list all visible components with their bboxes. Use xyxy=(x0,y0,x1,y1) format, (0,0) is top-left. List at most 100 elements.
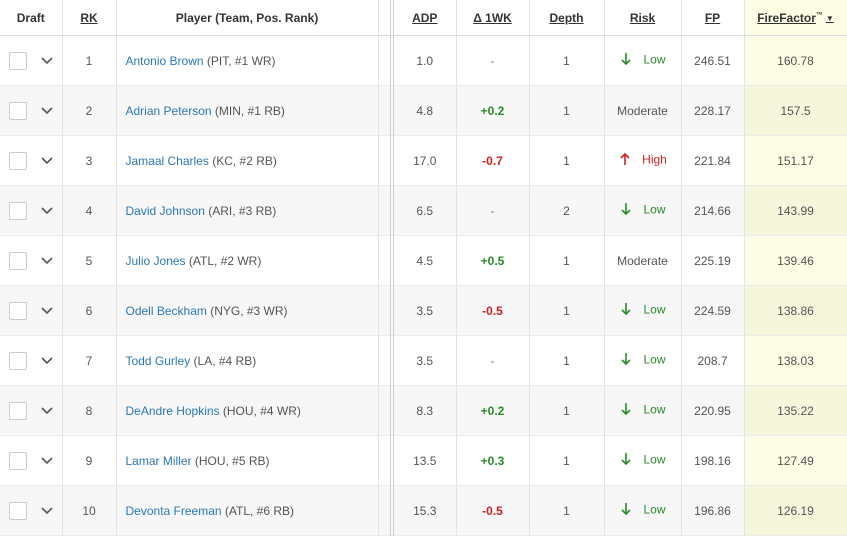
depth-cell: 1 xyxy=(529,335,605,386)
chevron-down-icon[interactable] xyxy=(41,154,53,168)
adp-cell: 3.5 xyxy=(392,285,457,336)
column-separator xyxy=(378,0,394,36)
firefactor-cell: 160.78 xyxy=(744,35,847,86)
draft-checkbox[interactable] xyxy=(9,151,27,170)
arrow-down-icon xyxy=(619,202,633,219)
rank-cell: 4 xyxy=(62,185,117,236)
rank-cell: 2 xyxy=(62,85,117,136)
risk-label: Low xyxy=(643,502,666,517)
chevron-down-icon[interactable] xyxy=(41,404,53,418)
player-name-link[interactable]: Odell Beckham xyxy=(125,303,207,318)
table-row: 4 David Johnson (ARI, #3 RB) 6.5 - 2 Low… xyxy=(0,185,847,236)
depth-cell: 1 xyxy=(529,85,605,136)
risk-cell: Low xyxy=(604,285,682,336)
player-name-link[interactable]: David Johnson xyxy=(125,203,205,218)
draft-checkbox[interactable] xyxy=(9,351,27,370)
column-separator xyxy=(378,285,394,336)
fp-cell: 214.66 xyxy=(681,185,745,236)
player-info: (MIN, #1 RB) xyxy=(211,103,285,118)
player-info: (HOU, #5 RB) xyxy=(191,453,270,468)
chevron-down-icon[interactable] xyxy=(41,104,53,118)
adp-cell: 4.8 xyxy=(392,85,457,136)
risk-label: Low xyxy=(643,402,666,417)
player-info: (HOU, #4 WR) xyxy=(219,403,301,418)
table-row: 9 Lamar Miller (HOU, #5 RB) 13.5 +0.3 1 … xyxy=(0,435,847,486)
chevron-down-icon[interactable] xyxy=(41,304,53,318)
risk-label: High xyxy=(642,152,667,167)
risk-cell: High xyxy=(604,135,682,186)
risk-label: Low xyxy=(643,202,666,217)
sort-caret-icon: ▼ xyxy=(825,13,834,23)
delta-1wk-cell: +0.2 xyxy=(456,85,530,136)
player-cell: DeAndre Hopkins (HOU, #4 WR) xyxy=(116,385,379,436)
header-firefactor[interactable]: FireFactor™ ▼ xyxy=(744,0,847,36)
chevron-down-icon[interactable] xyxy=(41,504,53,518)
player-info: (ARI, #3 RB) xyxy=(204,203,277,218)
depth-cell: 1 xyxy=(529,435,605,486)
table-row: 6 Odell Beckham (NYG, #3 WR) 3.5 -0.5 1 … xyxy=(0,285,847,336)
draft-checkbox[interactable] xyxy=(9,201,27,220)
chevron-down-icon[interactable] xyxy=(41,354,53,368)
player-name-link[interactable]: Adrian Peterson xyxy=(125,103,212,118)
fp-cell: 220.95 xyxy=(681,385,745,436)
draft-cell xyxy=(0,85,63,136)
header-adp[interactable]: ADP xyxy=(392,0,457,36)
adp-cell: 15.3 xyxy=(392,485,457,536)
header-rk[interactable]: RK xyxy=(62,0,117,36)
table-row: 8 DeAndre Hopkins (HOU, #4 WR) 8.3 +0.2 … xyxy=(0,385,847,436)
risk-cell: Low xyxy=(604,485,682,536)
rank-cell: 7 xyxy=(62,335,117,386)
player-name-link[interactable]: Jamaal Charles xyxy=(125,153,209,168)
risk-cell: Moderate xyxy=(604,85,682,136)
player-info: (PIT, #1 WR) xyxy=(203,53,276,68)
header-fp[interactable]: FP xyxy=(681,0,745,36)
header-depth[interactable]: Depth xyxy=(529,0,605,36)
player-name-link[interactable]: Lamar Miller xyxy=(125,453,192,468)
firefactor-cell: 135.22 xyxy=(744,385,847,436)
header-risk[interactable]: Risk xyxy=(604,0,682,36)
fp-cell: 228.17 xyxy=(681,85,745,136)
risk-cell: Low xyxy=(604,385,682,436)
draft-cell xyxy=(0,285,63,336)
chevron-down-icon[interactable] xyxy=(41,454,53,468)
player-name-link[interactable]: DeAndre Hopkins xyxy=(125,403,220,418)
draft-checkbox[interactable] xyxy=(9,451,27,470)
table-row: 7 Todd Gurley (LA, #4 RB) 3.5 - 1 Low 20… xyxy=(0,335,847,386)
rank-cell: 10 xyxy=(62,485,117,536)
arrow-down-icon xyxy=(619,452,633,469)
draft-cell xyxy=(0,385,63,436)
risk-cell: Low xyxy=(604,185,682,236)
draft-cell xyxy=(0,485,63,536)
fp-cell: 208.7 xyxy=(681,335,745,386)
draft-checkbox[interactable] xyxy=(9,251,27,270)
draft-checkbox[interactable] xyxy=(9,101,27,120)
header-delta-1wk[interactable]: Δ 1WK xyxy=(456,0,530,36)
chevron-down-icon[interactable] xyxy=(41,254,53,268)
arrow-down-icon xyxy=(619,352,633,369)
draft-checkbox[interactable] xyxy=(9,401,27,420)
player-cell: Devonta Freeman (ATL, #6 RB) xyxy=(116,485,379,536)
column-separator xyxy=(378,485,394,536)
rank-cell: 5 xyxy=(62,235,117,286)
draft-checkbox[interactable] xyxy=(9,301,27,320)
draft-cell xyxy=(0,235,63,286)
header-player: Player (Team, Pos. Rank) xyxy=(116,0,379,36)
draft-cell xyxy=(0,185,63,236)
draft-checkbox[interactable] xyxy=(9,501,27,520)
player-name-link[interactable]: Julio Jones xyxy=(125,253,186,268)
table-row: 5 Julio Jones (ATL, #2 WR) 4.5 +0.5 1 Mo… xyxy=(0,235,847,286)
firefactor-cell: 127.49 xyxy=(744,435,847,486)
depth-cell: 2 xyxy=(529,185,605,236)
header-row: Draft RK Player (Team, Pos. Rank) ADP Δ … xyxy=(0,0,847,36)
firefactor-cell: 143.99 xyxy=(744,185,847,236)
draft-checkbox[interactable] xyxy=(9,51,27,70)
table-row: 3 Jamaal Charles (KC, #2 RB) 17.0 -0.7 1… xyxy=(0,135,847,186)
player-name-link[interactable]: Devonta Freeman xyxy=(125,503,222,518)
player-name-link[interactable]: Todd Gurley xyxy=(125,353,191,368)
adp-cell: 4.5 xyxy=(392,235,457,286)
draft-cell xyxy=(0,35,63,86)
firefactor-cell: 139.46 xyxy=(744,235,847,286)
chevron-down-icon[interactable] xyxy=(41,204,53,218)
player-name-link[interactable]: Antonio Brown xyxy=(125,53,204,68)
chevron-down-icon[interactable] xyxy=(41,54,53,68)
